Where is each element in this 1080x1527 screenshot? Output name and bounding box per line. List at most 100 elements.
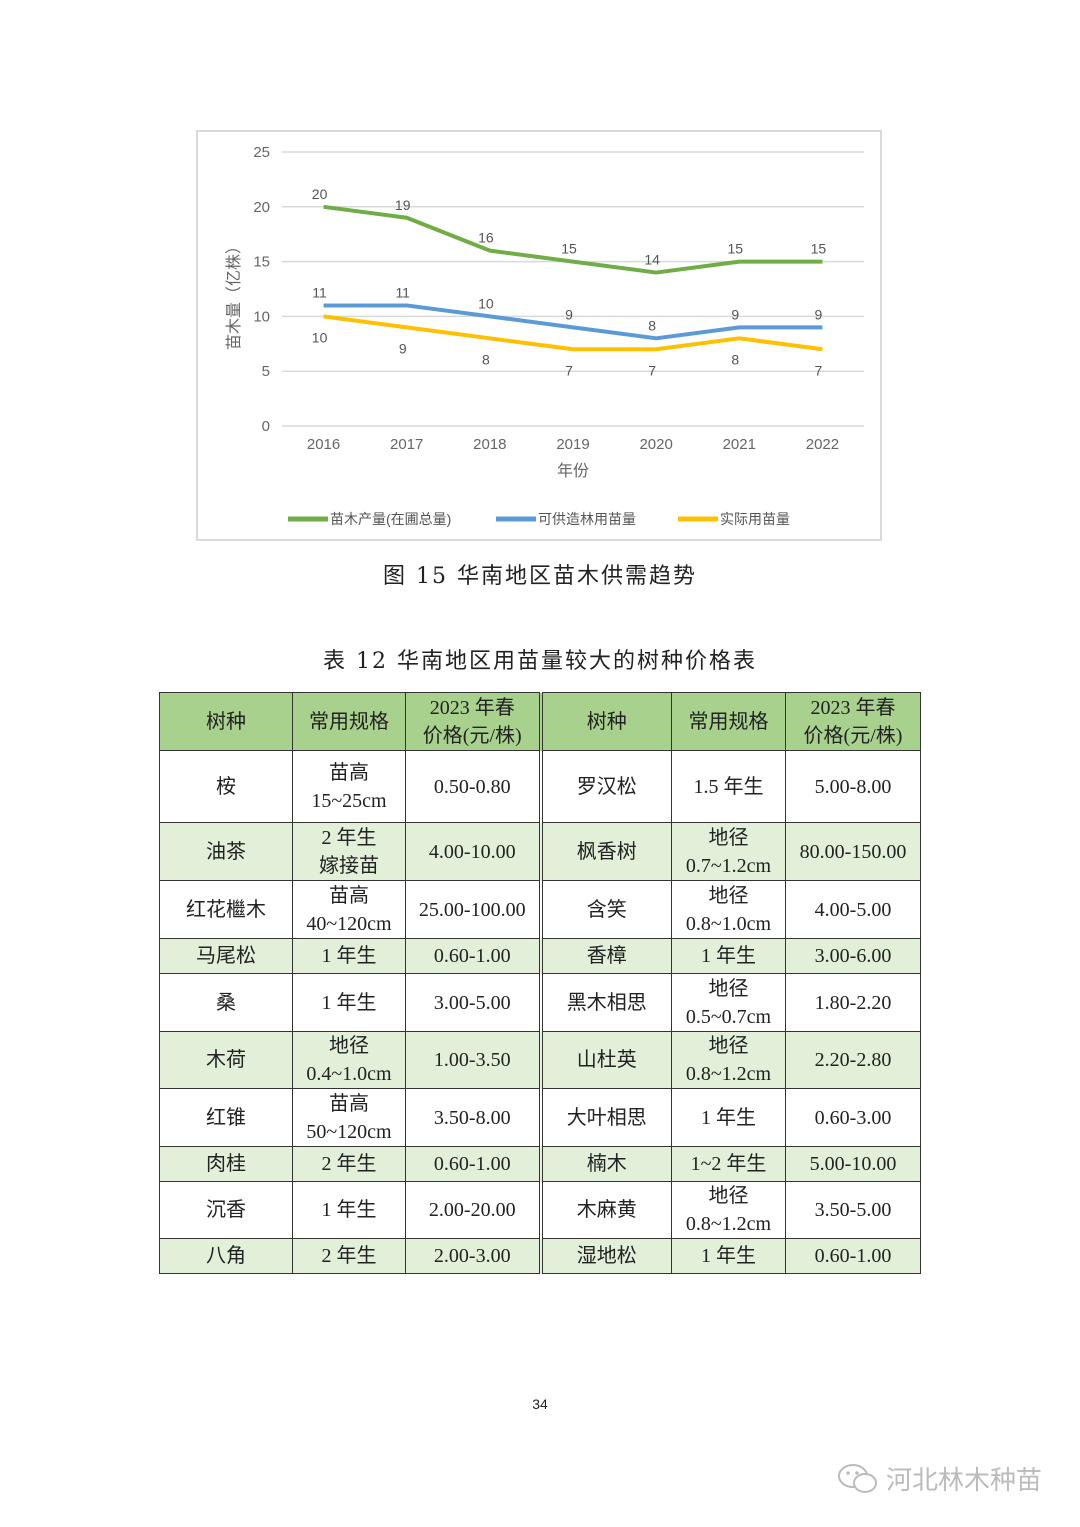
data-label: 15	[727, 241, 743, 257]
data-label: 9	[565, 306, 573, 322]
data-label: 16	[478, 230, 494, 246]
table-cell: 2.00-3.00	[405, 1238, 543, 1274]
table-cell: 2 年生 嫁接苗	[292, 822, 406, 881]
data-label: 8	[482, 351, 490, 367]
data-label: 7	[815, 362, 823, 378]
x-tick-label: 2016	[307, 436, 340, 453]
x-tick-label: 2019	[556, 436, 589, 453]
table-cell: 肉桂	[159, 1146, 293, 1182]
legend-label: 苗木产量(在圃总量)	[330, 511, 451, 527]
table-cell: 枫香树	[540, 822, 672, 881]
table-cell: 0.50-0.80	[405, 750, 543, 823]
table-cell: 25.00-100.00	[405, 880, 543, 939]
table-cell: 桉	[159, 750, 293, 823]
table-row: 红锥 苗高 50~120cm 3.50-8.00 大叶相思 1 年生 0.60-3.00	[159, 1088, 921, 1147]
table-cell: 2.20-2.80	[785, 1031, 921, 1089]
table-cell: 苗高 15~25cm	[292, 750, 406, 823]
x-tick-label: 2022	[806, 436, 839, 453]
table-cell: 油茶	[159, 822, 293, 881]
table-cell: 1 年生	[292, 973, 406, 1032]
table-caption: 表 12 华南地区用苗量较大的树种价格表	[323, 649, 757, 674]
table-cell: 地径 0.8~1.0cm	[671, 880, 786, 939]
table-cell: 大叶相思	[540, 1088, 672, 1147]
line-chart: 0 5 10 15 20 25 2016 2017 2018 2019 2020 2021 2022 年份…	[196, 130, 882, 541]
page-number: 34	[532, 1396, 548, 1412]
table-cell: 红锥	[159, 1088, 293, 1147]
table-cell: 1.80-2.20	[785, 973, 921, 1032]
series-line	[323, 314, 823, 352]
table-cell: 0.60-1.00	[405, 938, 543, 974]
table-header-cell: 2023 年春 价格(元/株)	[785, 692, 921, 751]
data-label: 7	[565, 362, 573, 378]
y-tick-label: 15	[253, 254, 270, 271]
table-row: 八角 2 年生 2.00-3.00 湿地松 1 年生 0.60-1.00	[159, 1238, 921, 1274]
data-label: 9	[399, 340, 407, 356]
data-label: 9	[731, 306, 739, 322]
watermark-text: 河北林木种苗	[886, 1466, 1043, 1496]
table-row: 油茶 2 年生 嫁接苗 4.00-10.00 枫香树 地径 0.7~1.2cm 80.00…	[159, 822, 921, 881]
data-label: 14	[644, 252, 660, 268]
table-cell: 3.00-5.00	[405, 973, 543, 1032]
series-line	[323, 303, 823, 341]
data-label: 7	[648, 362, 656, 378]
table-cell: 沉香	[159, 1181, 293, 1239]
table-cell: 木麻黄	[540, 1181, 672, 1239]
data-label: 10	[478, 295, 494, 311]
table-cell: 1 年生	[671, 1088, 786, 1147]
table-cell: 罗汉松	[540, 750, 672, 823]
table-cell: 红花檵木	[159, 880, 293, 939]
table-cell: 地径 0.5~0.7cm	[671, 973, 786, 1032]
figure-caption: 图 15 华南地区苗木供需趋势	[383, 564, 697, 589]
table-cell: 楠木	[540, 1146, 672, 1182]
x-tick-label: 2018	[473, 436, 506, 453]
table-cell: 1.5 年生	[671, 750, 786, 823]
table-row: 马尾松 1 年生 0.60-1.00 香樟 1 年生 3.00-6.00	[159, 938, 921, 974]
price-table: 树种 常用规格 2023 年春 价格(元/株) 树种 常用规格 2023 年春 价格(元/…	[159, 692, 921, 1274]
table-cell: 80.00-150.00	[785, 822, 921, 881]
y-tick-label: 10	[253, 308, 270, 325]
table-cell: 桑	[159, 973, 293, 1032]
y-tick-label: 5	[262, 363, 270, 380]
table-cell: 1 年生	[292, 1181, 406, 1239]
table-cell: 含笑	[540, 880, 672, 939]
data-label: 8	[731, 351, 739, 367]
y-tick-label: 25	[253, 144, 270, 161]
y-tick-label: 0	[262, 418, 270, 435]
table-cell: 湿地松	[540, 1238, 672, 1274]
data-label: 20	[312, 186, 328, 202]
table-cell: 地径 0.8~1.2cm	[671, 1031, 786, 1089]
table-cell: 1.00-3.50	[405, 1031, 543, 1089]
table-cell: 3.50-5.00	[785, 1181, 921, 1239]
y-tick-label: 20	[253, 199, 270, 216]
data-label: 15	[561, 241, 577, 257]
wechat-icon	[838, 1463, 877, 1493]
table-cell: 香樟	[540, 938, 672, 974]
table-cell: 5.00-8.00	[785, 750, 921, 823]
table-cell: 2.00-20.00	[405, 1181, 543, 1239]
table-cell: 苗高 50~120cm	[292, 1088, 406, 1147]
table-cell: 1~2 年生	[671, 1146, 786, 1182]
table-cell: 2 年生	[292, 1146, 406, 1182]
table-cell: 八角	[159, 1238, 293, 1274]
data-label: 10	[312, 329, 328, 345]
data-label: 19	[395, 197, 411, 213]
table-cell: 0.60-1.00	[405, 1146, 543, 1182]
table-cell: 4.00-5.00	[785, 880, 921, 939]
table-cell: 木荷	[159, 1031, 293, 1089]
table-header-cell: 常用规格	[671, 692, 786, 751]
table-header-row: 树种 常用规格 2023 年春 价格(元/株) 树种 常用规格 2023 年春 价格(元/…	[159, 692, 921, 751]
x-tick-label: 2020	[639, 436, 672, 453]
table-row: 沉香 1 年生 2.00-20.00 木麻黄 地径 0.8~1.2cm 3.50-5.00	[159, 1181, 921, 1239]
table-row: 木荷 地径 0.4~1.0cm 1.00-3.50 山杜英 地径 0.8~1.2cm 2.…	[159, 1031, 921, 1089]
table-cell: 0.60-3.00	[785, 1088, 921, 1147]
data-label: 8	[648, 317, 656, 333]
table-row: 红花檵木 苗高 40~120cm 25.00-100.00 含笑 地径 0.8~1.0c…	[159, 880, 921, 939]
y-axis-label: 苗木量（亿株）	[225, 238, 243, 350]
table-cell: 4.00-10.00	[405, 822, 543, 881]
table-cell: 马尾松	[159, 938, 293, 974]
table-cell: 地径 0.4~1.0cm	[292, 1031, 406, 1089]
x-tick-label: 2021	[723, 436, 756, 453]
table-cell: 1 年生	[292, 938, 406, 974]
table-cell: 3.50-8.00	[405, 1088, 543, 1147]
